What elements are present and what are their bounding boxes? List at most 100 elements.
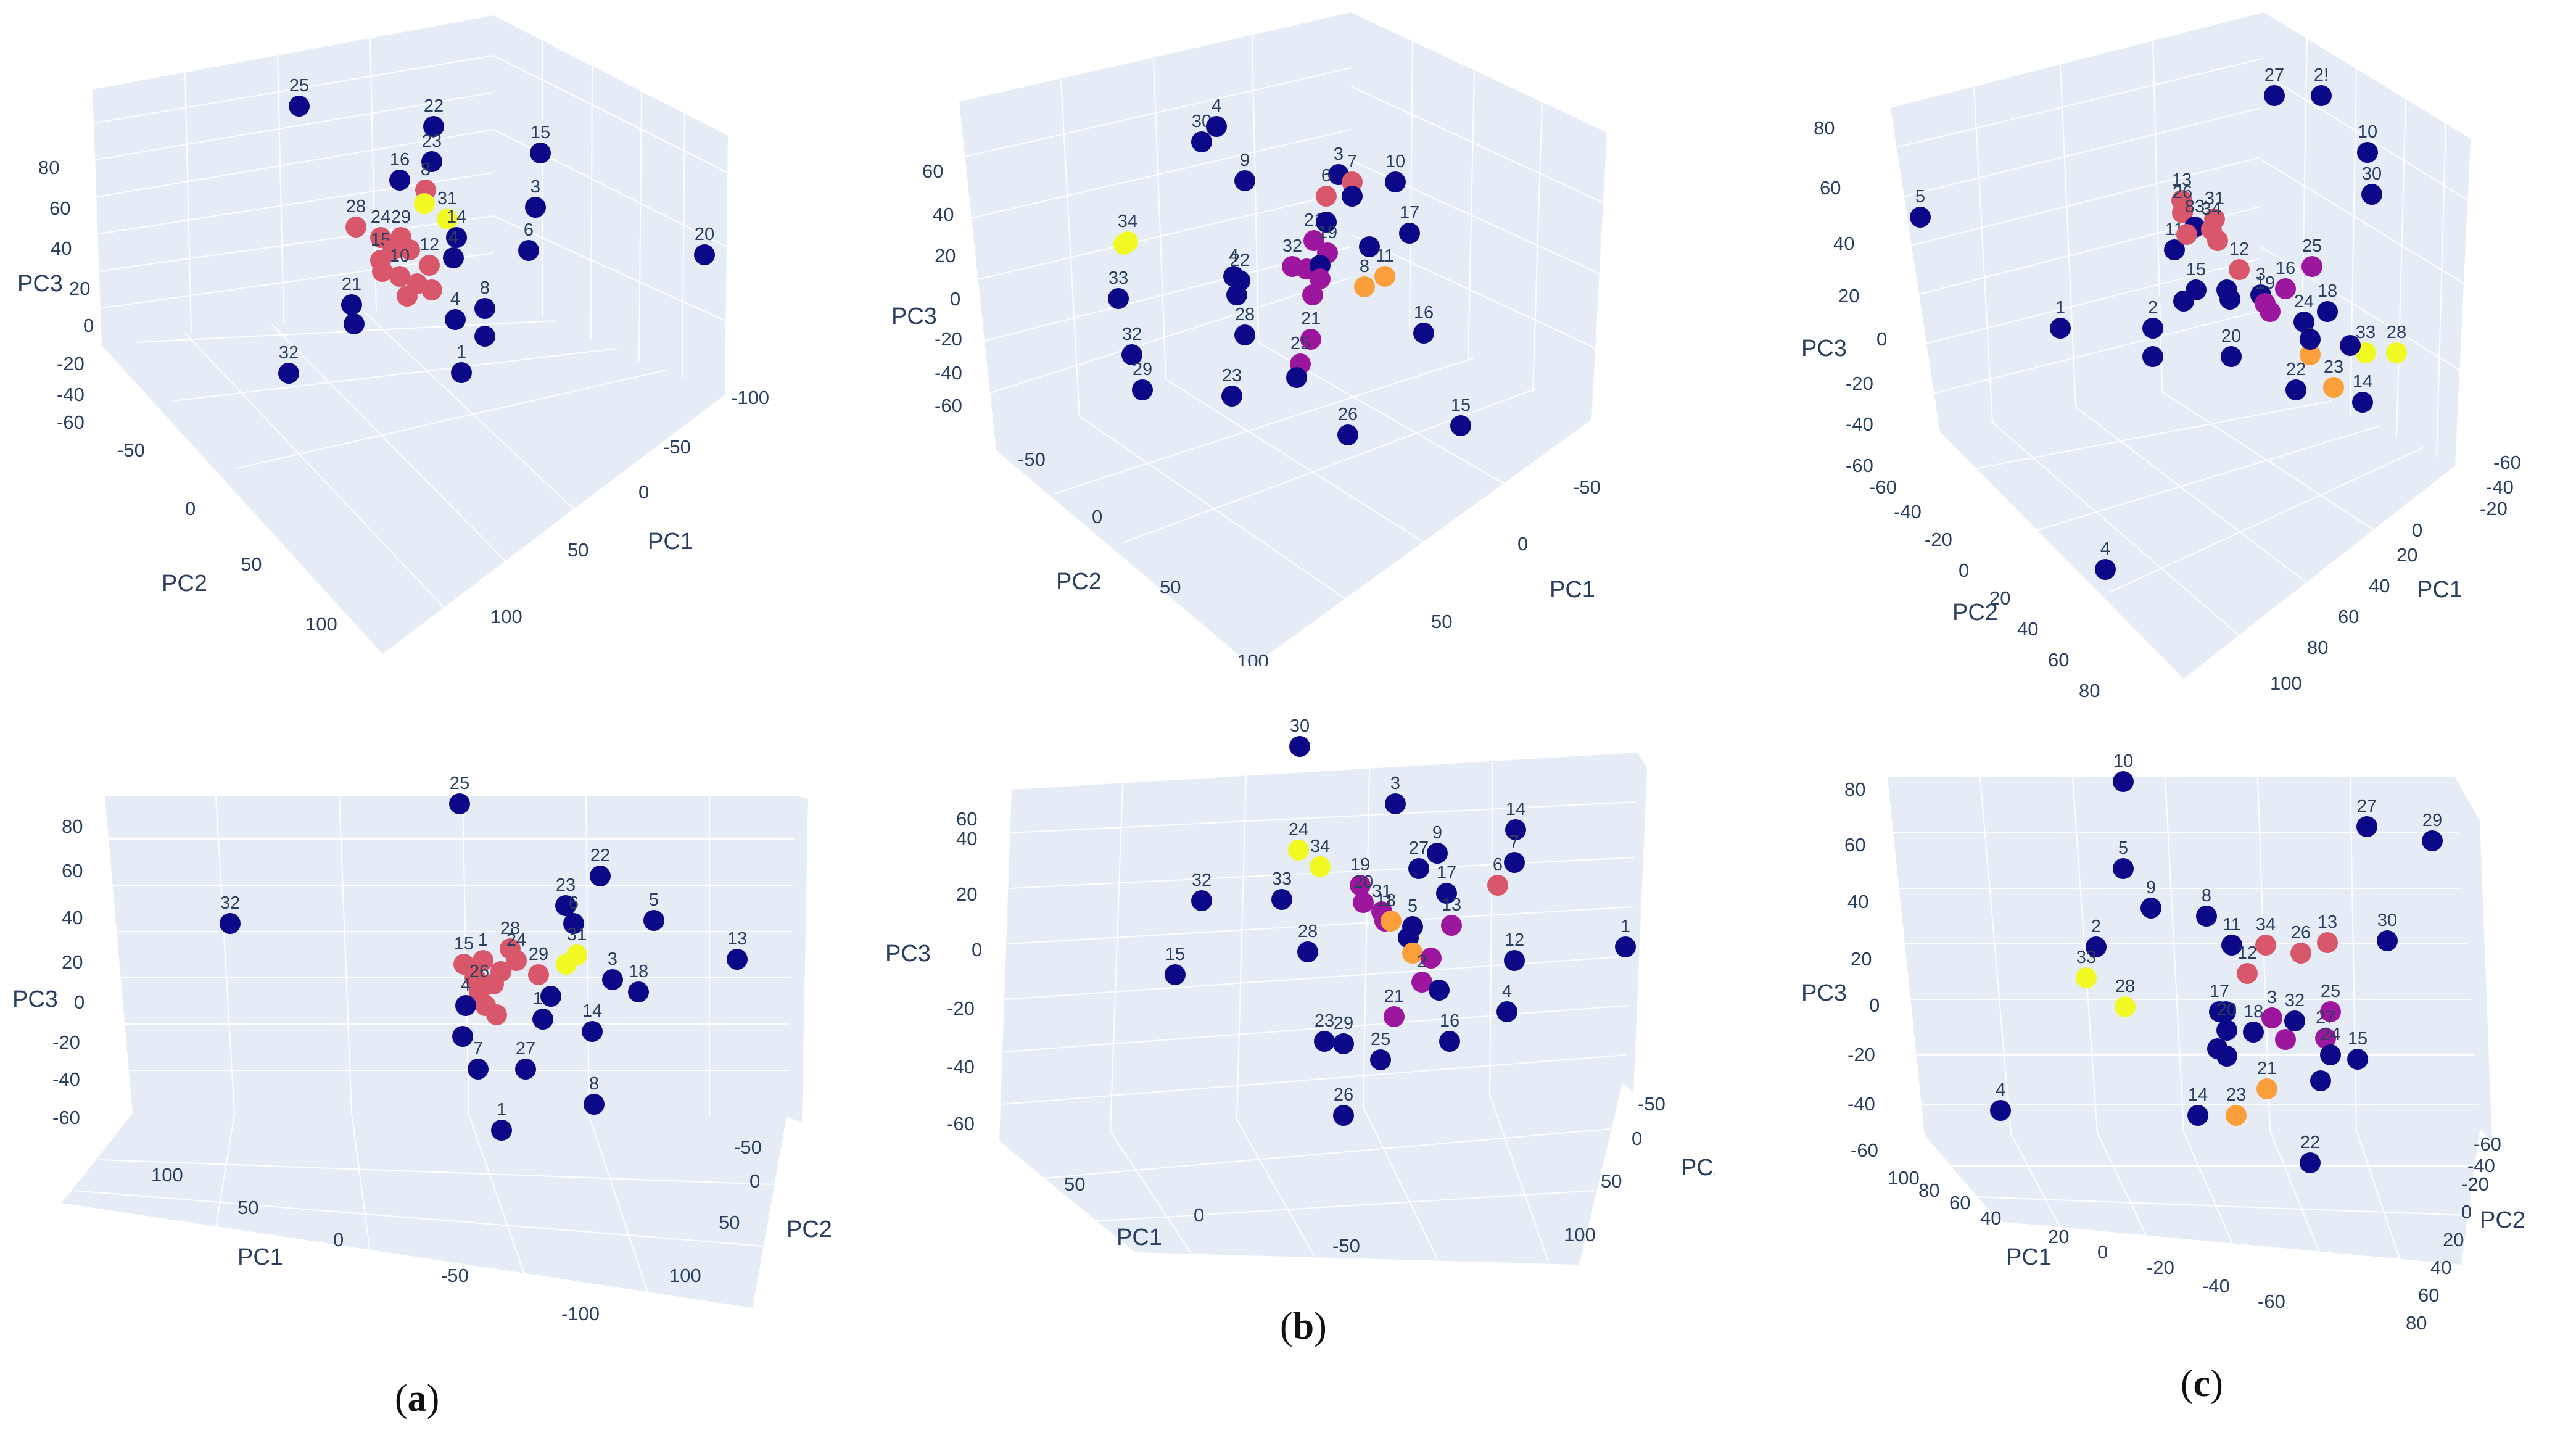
- pane-floor: [62, 1114, 786, 1308]
- scatter-point: [1399, 223, 1420, 244]
- x-tick: -60: [2493, 452, 2521, 473]
- point-label: 19: [1350, 855, 1370, 875]
- scatter-point: [2315, 1028, 2336, 1049]
- z-tick: -20: [1846, 373, 1873, 394]
- z-tick: 60: [62, 860, 83, 882]
- plot-b-bottom: PC3 PC1 PC2 60 40 20 0 -20 -40 -60 50 0 …: [885, 716, 1715, 1265]
- z-tick: -60: [57, 411, 85, 433]
- caption-close: ): [426, 1378, 440, 1419]
- scatter-point: [474, 326, 495, 347]
- y-tick: 80: [2079, 680, 2100, 701]
- scatter-points: 25322223651328124152931318264101472781: [220, 774, 748, 1141]
- scatter-point: [1359, 236, 1380, 257]
- scatter-point: [1337, 424, 1358, 445]
- z-tick: 20: [935, 245, 956, 267]
- caption-open: (: [395, 1378, 408, 1419]
- z-tick: -20: [935, 328, 962, 350]
- scatter-point: [1121, 344, 1142, 365]
- scatter-point: [1421, 948, 1442, 969]
- x-tick: 100: [151, 1164, 183, 1186]
- point-label: 17: [1400, 203, 1419, 223]
- z-tick: -20: [1847, 1044, 1875, 1065]
- z-tick: 60: [1820, 177, 1841, 199]
- z-tick: 0: [1876, 328, 1887, 350]
- point-label: 2: [1417, 952, 1427, 972]
- scatter-point: [2237, 963, 2258, 984]
- scatter-point: [1385, 171, 1406, 192]
- x-tick: 40: [1980, 1207, 2001, 1229]
- scatter-point: [389, 170, 410, 191]
- scatter-point: [1441, 915, 1462, 936]
- point-label: 34: [2256, 915, 2276, 935]
- scatter-point: [1333, 1105, 1354, 1126]
- scatter-point: [1229, 270, 1250, 291]
- point-label: 25: [1290, 334, 1310, 353]
- scatter-point: [525, 197, 546, 218]
- scatter-point: [437, 209, 458, 229]
- point-label: 13: [1442, 895, 1461, 915]
- scatter-point: [1910, 207, 1931, 228]
- scatter-point: [1310, 268, 1331, 289]
- scatter-point: [2275, 1029, 2296, 1050]
- y-ticks: -50 0 50 100: [669, 1136, 762, 1286]
- scatter-point: [1297, 941, 1318, 962]
- point-label: 5: [1408, 896, 1418, 916]
- scatter-point: [399, 239, 420, 260]
- y-tick: 50: [719, 1212, 740, 1233]
- scatter-point: [1350, 875, 1371, 896]
- scatter-point: [1408, 858, 1429, 879]
- scatter-point: [2256, 1078, 2277, 1099]
- scatter-point: [1191, 890, 1212, 911]
- x-tick: 20: [2396, 544, 2417, 566]
- z-ticks: 60 40 20 0 -20 -40 -60: [922, 160, 962, 416]
- scatter-point: [1450, 415, 1471, 436]
- grid-lines: [73, 795, 795, 1293]
- grid-lines: [1001, 761, 1637, 1262]
- z-tick: -40: [1846, 413, 1873, 435]
- x-tick: -20: [2147, 1257, 2174, 1278]
- axis-title-x: PC1: [1550, 577, 1595, 603]
- point-label: 29: [391, 207, 411, 227]
- scatter-point: [1427, 843, 1448, 864]
- grid-lines: [1889, 777, 2479, 1259]
- scatter-point: [372, 261, 393, 282]
- scatter-point: [584, 1094, 605, 1115]
- point-label: 32: [220, 893, 240, 913]
- point-label: 23: [2226, 1085, 2246, 1105]
- scatter-point: [446, 227, 467, 248]
- point-label: 8: [1360, 257, 1369, 276]
- scatter-point: [1381, 911, 1402, 932]
- scatter-point: [1384, 1006, 1405, 1027]
- z-tick: 0: [74, 991, 85, 1013]
- scatter-point: [1505, 819, 1526, 840]
- point-label: 33: [1272, 869, 1292, 889]
- point-label: 23: [2324, 357, 2343, 377]
- point-label: 3: [2256, 265, 2266, 284]
- scatter-point: [1108, 288, 1129, 309]
- x-tick: 0: [638, 481, 649, 503]
- scatter-point: [1504, 852, 1525, 873]
- scatter-point: [1221, 386, 1242, 407]
- scatter-point: [2347, 1049, 2368, 1070]
- point-label: 30: [2377, 911, 2397, 930]
- x-tick: -60: [2258, 1291, 2285, 1312]
- scatter-point: [419, 255, 440, 276]
- point-label: 2: [2091, 917, 2101, 936]
- scatter-point: [1300, 329, 1321, 350]
- y-ticks: -50 0 50 100: [1564, 1093, 1666, 1246]
- scatter-point: [220, 913, 241, 934]
- z-tick: 0: [1869, 994, 1880, 1016]
- point-label: 20: [2221, 326, 2241, 346]
- y-tick: -40: [2467, 1155, 2495, 1176]
- axis-title-y: PC2: [1681, 1155, 1715, 1181]
- point-label: 17: [1437, 863, 1456, 883]
- z-tick: 60: [49, 197, 70, 219]
- point-label: 33: [1108, 268, 1128, 288]
- y-tick: 60: [2418, 1284, 2439, 1306]
- scatter-point: [2164, 239, 2185, 260]
- scatter-point: [2285, 379, 2306, 400]
- point-label: 21: [1384, 986, 1404, 1006]
- scatter-point: [2255, 935, 2276, 956]
- y-tick: 100: [305, 613, 337, 635]
- point-label: 7: [1509, 832, 1519, 852]
